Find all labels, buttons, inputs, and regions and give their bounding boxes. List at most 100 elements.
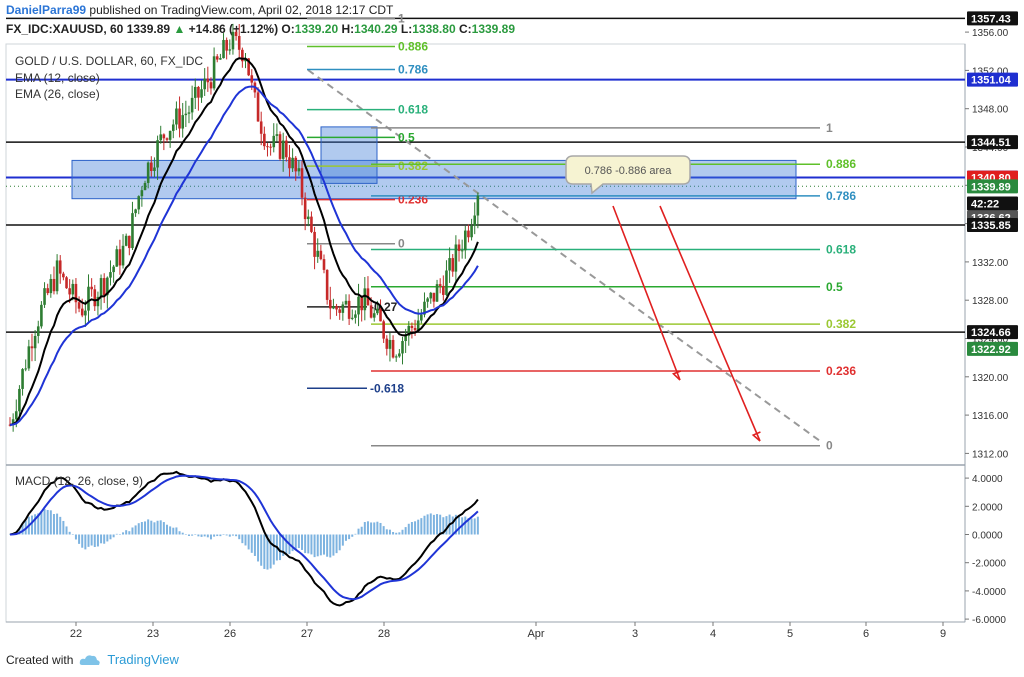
macd-histogram-bar [279,534,282,561]
candle-body [391,339,395,358]
macd-histogram-bar [326,534,329,557]
candle-body [206,78,210,83]
ohlc-line: FX_IDC:XAUUSD, 60 1339.89 ▲ +14.86 (+1.1… [6,22,515,36]
fib-right-label: 0.786 [826,189,856,203]
candle-body [460,250,464,252]
macd-histogram-bar [414,521,417,535]
candle-body [451,258,455,272]
macd-histogram-bar [420,518,423,535]
y-tick-label: 1352.00 [972,66,1009,77]
macd-histogram-bar [282,534,285,556]
candle-body [241,49,244,62]
projection-arrow-head [751,431,761,442]
macd-histogram-bar [385,529,388,535]
macd-histogram-bar [395,532,398,535]
macd-histogram-bar [100,534,103,544]
candle-body [90,286,93,290]
ema12-line [9,57,479,426]
candle-body [203,78,206,90]
macd-histogram-bar [115,533,118,535]
candle-body [394,356,398,358]
candle-body [96,296,100,307]
fib-right-label: 1 [826,121,833,135]
candle-body [328,299,332,309]
up-triangle-icon: ▲ [173,22,186,36]
y-tick-label: 1312.00 [972,449,1009,460]
y-tick-label: 1332.00 [972,258,1009,269]
macd-histogram-bar [96,534,99,547]
x-tick-label: 5 [787,628,793,640]
candle-body [335,306,338,310]
macd-histogram-bar [106,534,109,542]
candle-body [52,278,56,292]
macd-histogram-bar [46,509,49,535]
close-label: C: [458,22,472,36]
macd-histogram-bar [417,519,420,535]
candle-body [344,300,348,305]
x-tick-label: Apr [527,628,544,640]
candle-body [168,130,172,140]
candle-body [467,230,470,238]
macd-histogram-bar [260,534,263,566]
macd-histogram-bar [373,522,376,535]
open-label: O: [281,22,295,36]
candle-body [159,134,163,141]
candle-body [354,314,357,318]
candle-body [55,260,59,292]
price-axis-label: 1324.66 [971,327,1011,339]
macd-histogram-bar [59,516,62,535]
macd-histogram-bar [467,518,470,535]
macd-line [9,470,479,607]
price-axis-label-bg [967,135,1018,150]
fib-left-label: 0 [398,237,405,251]
macd-histogram-bar [71,534,74,535]
macd-histogram-bar [354,533,357,535]
projection-arrow-line [659,205,761,442]
macd-histogram-bar [159,520,162,535]
macd-legend: MACD (12, 26, close, 9) [15,474,144,488]
y-tick-label: 1316.00 [972,411,1009,422]
macd-histogram-bar [228,534,231,537]
candle-body [322,259,326,270]
candle-body [297,168,301,172]
fib-left-label: 0.618 [398,103,428,117]
candle-body [106,277,109,296]
author-link[interactable]: DanielParra99 [6,3,87,17]
candle-body [363,288,367,311]
candle-body [476,195,480,216]
macd-histogram-bar [332,534,335,556]
candle-body [473,215,477,226]
macd-histogram-bar [379,522,382,535]
macd-histogram-bar [304,534,307,554]
candle-body [93,289,97,307]
macd-histogram-bar [398,532,401,535]
candle-body [175,108,178,125]
candle-body [294,157,298,172]
projection-arrow-line [612,205,681,381]
ema26-line [9,85,479,426]
candle-body [65,277,68,289]
candle-body [99,278,103,297]
fib-right-label: 0.5 [826,280,843,294]
macd-histogram-bar [103,534,106,544]
price-axis-label: 42:22 [971,198,999,210]
macd-histogram-bar [344,534,347,541]
candle-body [300,168,304,198]
candle-body [209,82,213,89]
macd-histogram-bar [34,514,37,535]
candle-body [131,213,134,249]
candle-body [121,245,125,266]
macd-y-tick-label: 2.0000 [972,502,1003,513]
candle-body [291,157,294,169]
tradingview-brand[interactable]: TradingView [107,652,179,667]
candle-body [215,56,219,60]
candle-body [288,157,291,169]
price-axis-label-bg [967,196,1018,211]
candle-body [30,346,34,349]
plot-area [5,43,966,623]
macd-histogram-bar [222,534,225,535]
macd-histogram-bar [442,517,445,535]
macd-histogram-bar [313,534,316,558]
symbol-label: FX_IDC:XAUUSD, 60 [6,22,124,36]
